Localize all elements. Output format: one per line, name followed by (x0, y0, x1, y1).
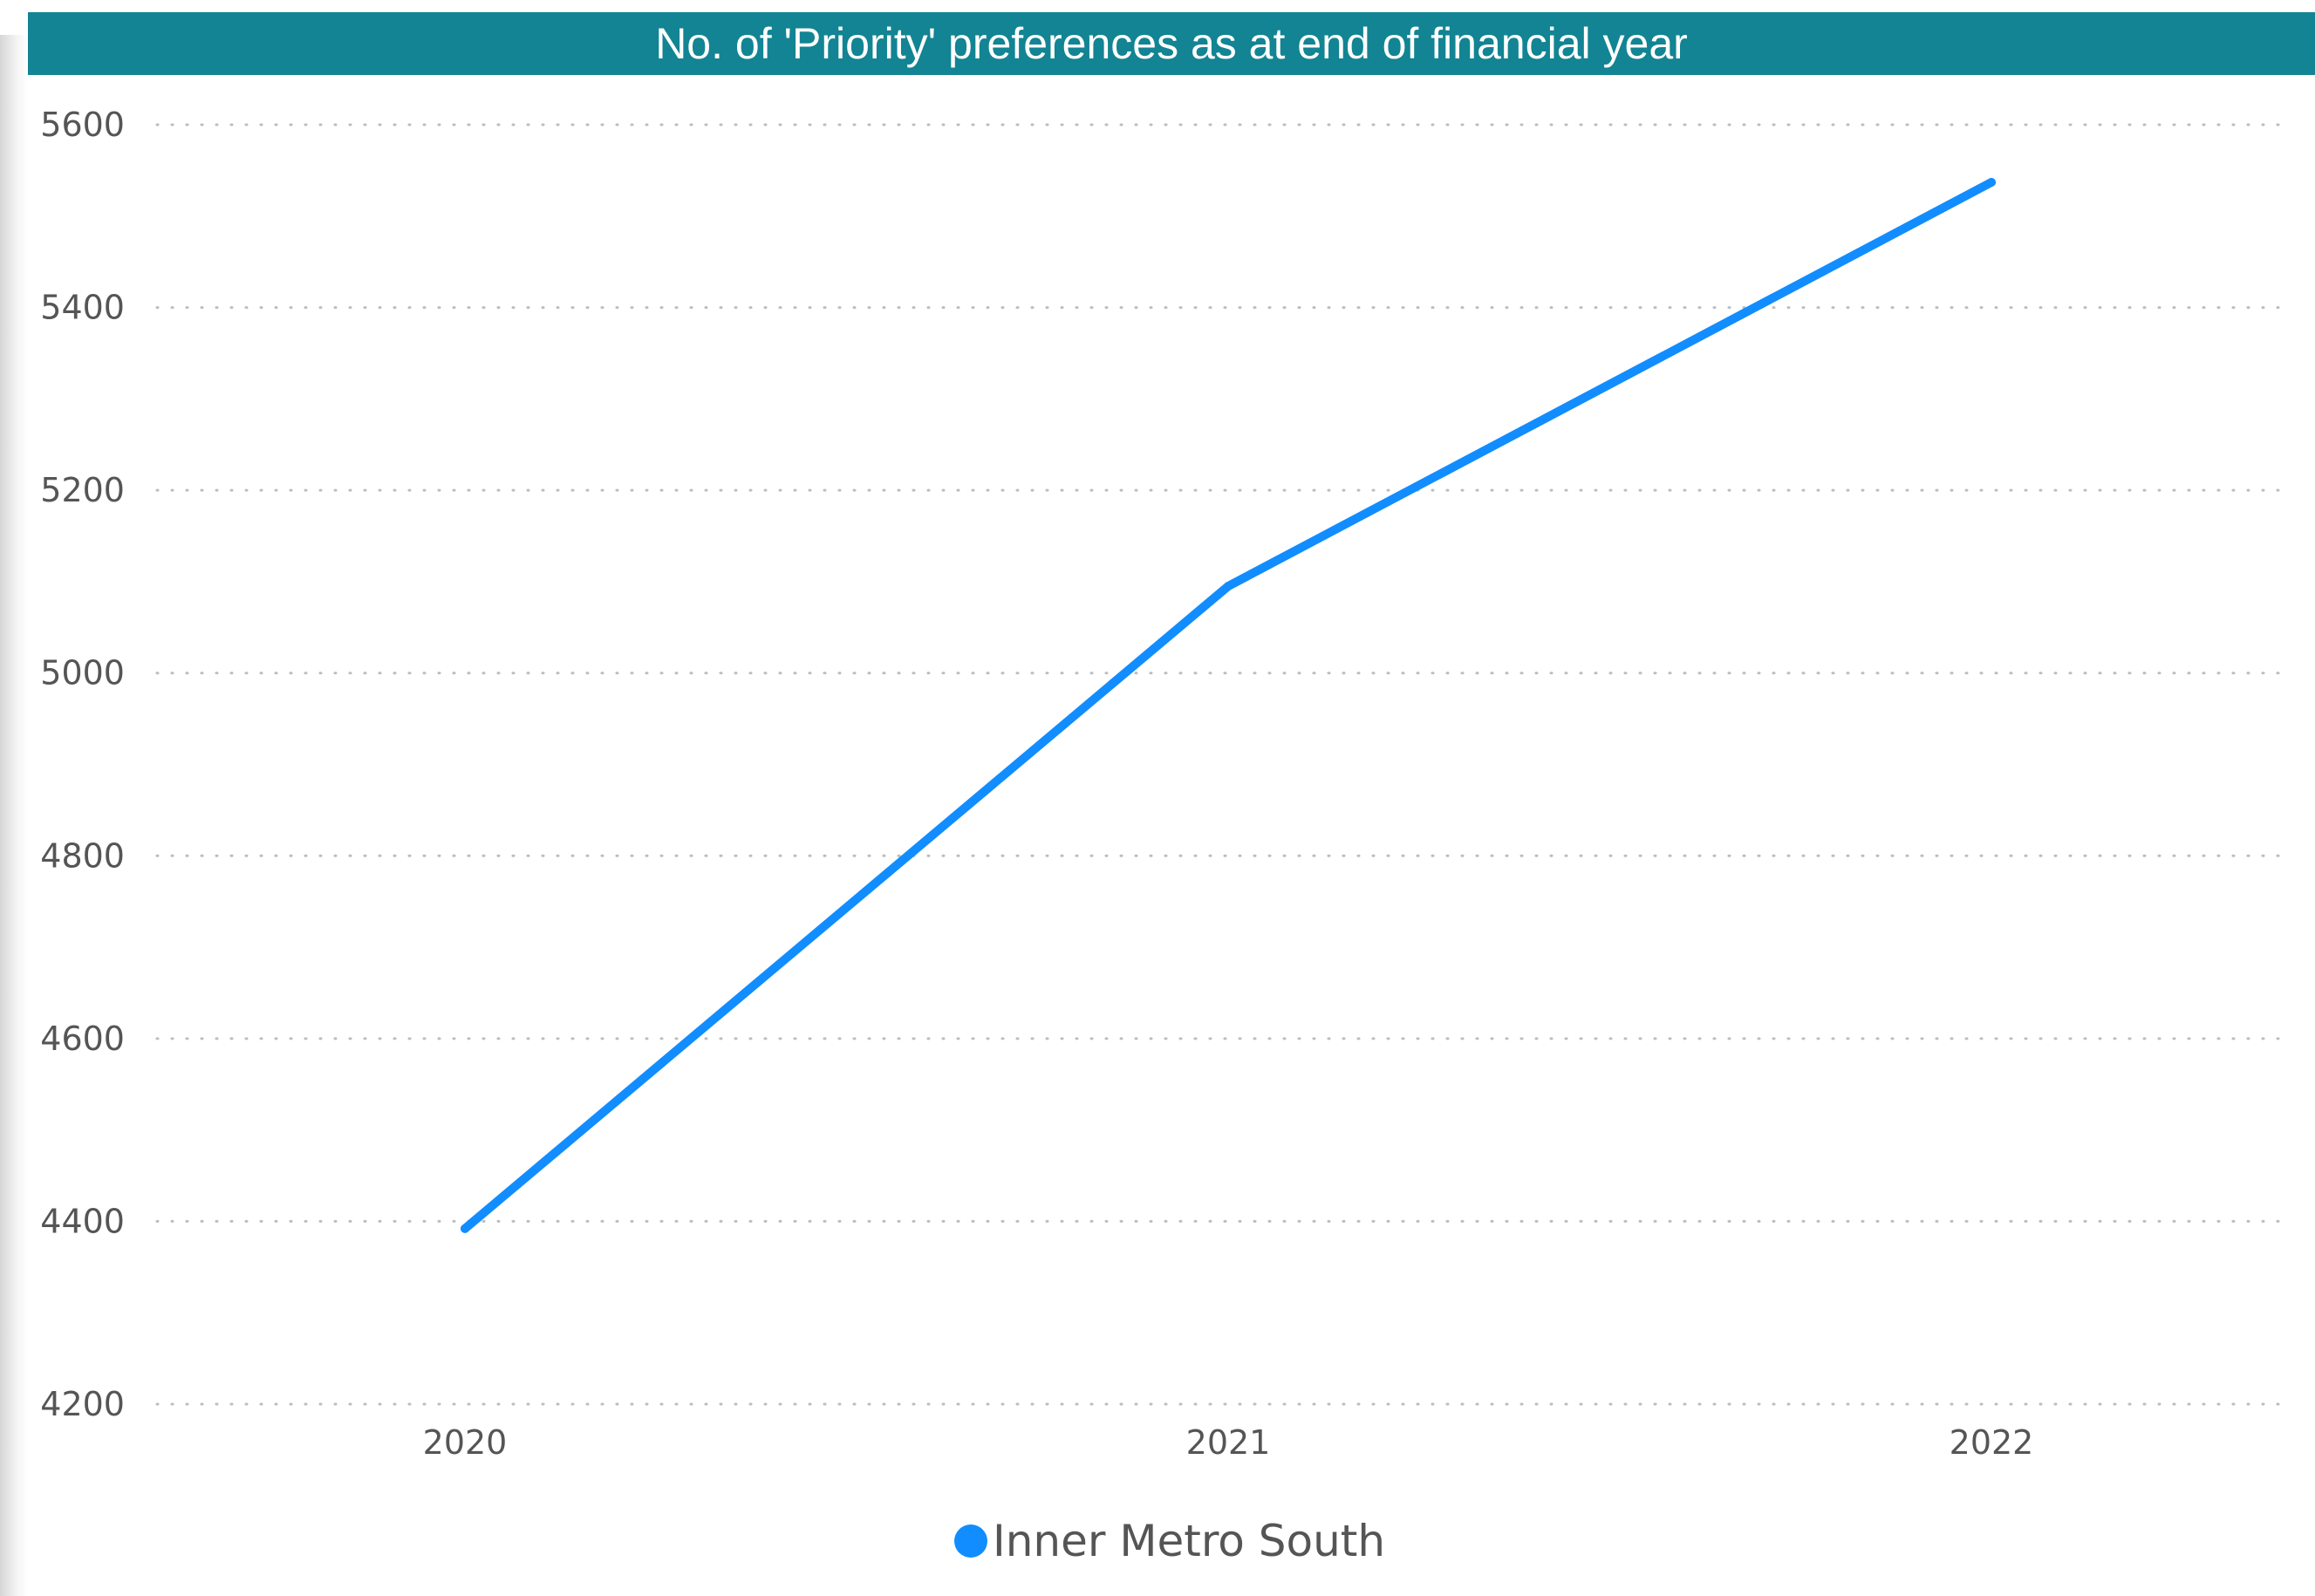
y-tick-label: 4400 (40, 1202, 125, 1240)
legend-label: Inner Metro South (993, 1516, 1386, 1566)
gridlines (155, 123, 2287, 1406)
chart-title: No. of 'Priority' preferences as at end … (28, 12, 2315, 75)
chart-card[interactable]: No. of 'Priority' preferences as at end … (28, 0, 2315, 1596)
y-tick-label: 5000 (40, 654, 125, 692)
y-tick-label: 5400 (40, 289, 125, 327)
x-tick-label: 2021 (1186, 1423, 1271, 1462)
data-point[interactable] (1224, 582, 1233, 591)
data-point[interactable] (461, 1224, 469, 1233)
y-tick-label: 4600 (40, 1020, 125, 1058)
legend-marker (954, 1524, 987, 1558)
y-tick-label: 4200 (40, 1385, 125, 1423)
y-tick-label: 4800 (40, 836, 125, 875)
y-tick-label: 5600 (40, 106, 125, 144)
series-layer (461, 178, 1996, 1233)
x-tick-label: 2022 (1950, 1423, 2034, 1462)
y-tick-label: 5200 (40, 471, 125, 509)
data-point[interactable] (1987, 178, 1996, 188)
x-tick-label: 2020 (423, 1423, 508, 1462)
series-line-0[interactable] (461, 178, 1996, 1233)
x-axis-ticks: 2020 2021 2022 (423, 1423, 2034, 1462)
y-axis-ticks: 4200 4400 4600 4800 5000 5200 5400 5600 (40, 106, 125, 1423)
legend[interactable]: Inner Metro South (954, 1511, 1385, 1572)
panel-edge-shadow (0, 35, 28, 1596)
